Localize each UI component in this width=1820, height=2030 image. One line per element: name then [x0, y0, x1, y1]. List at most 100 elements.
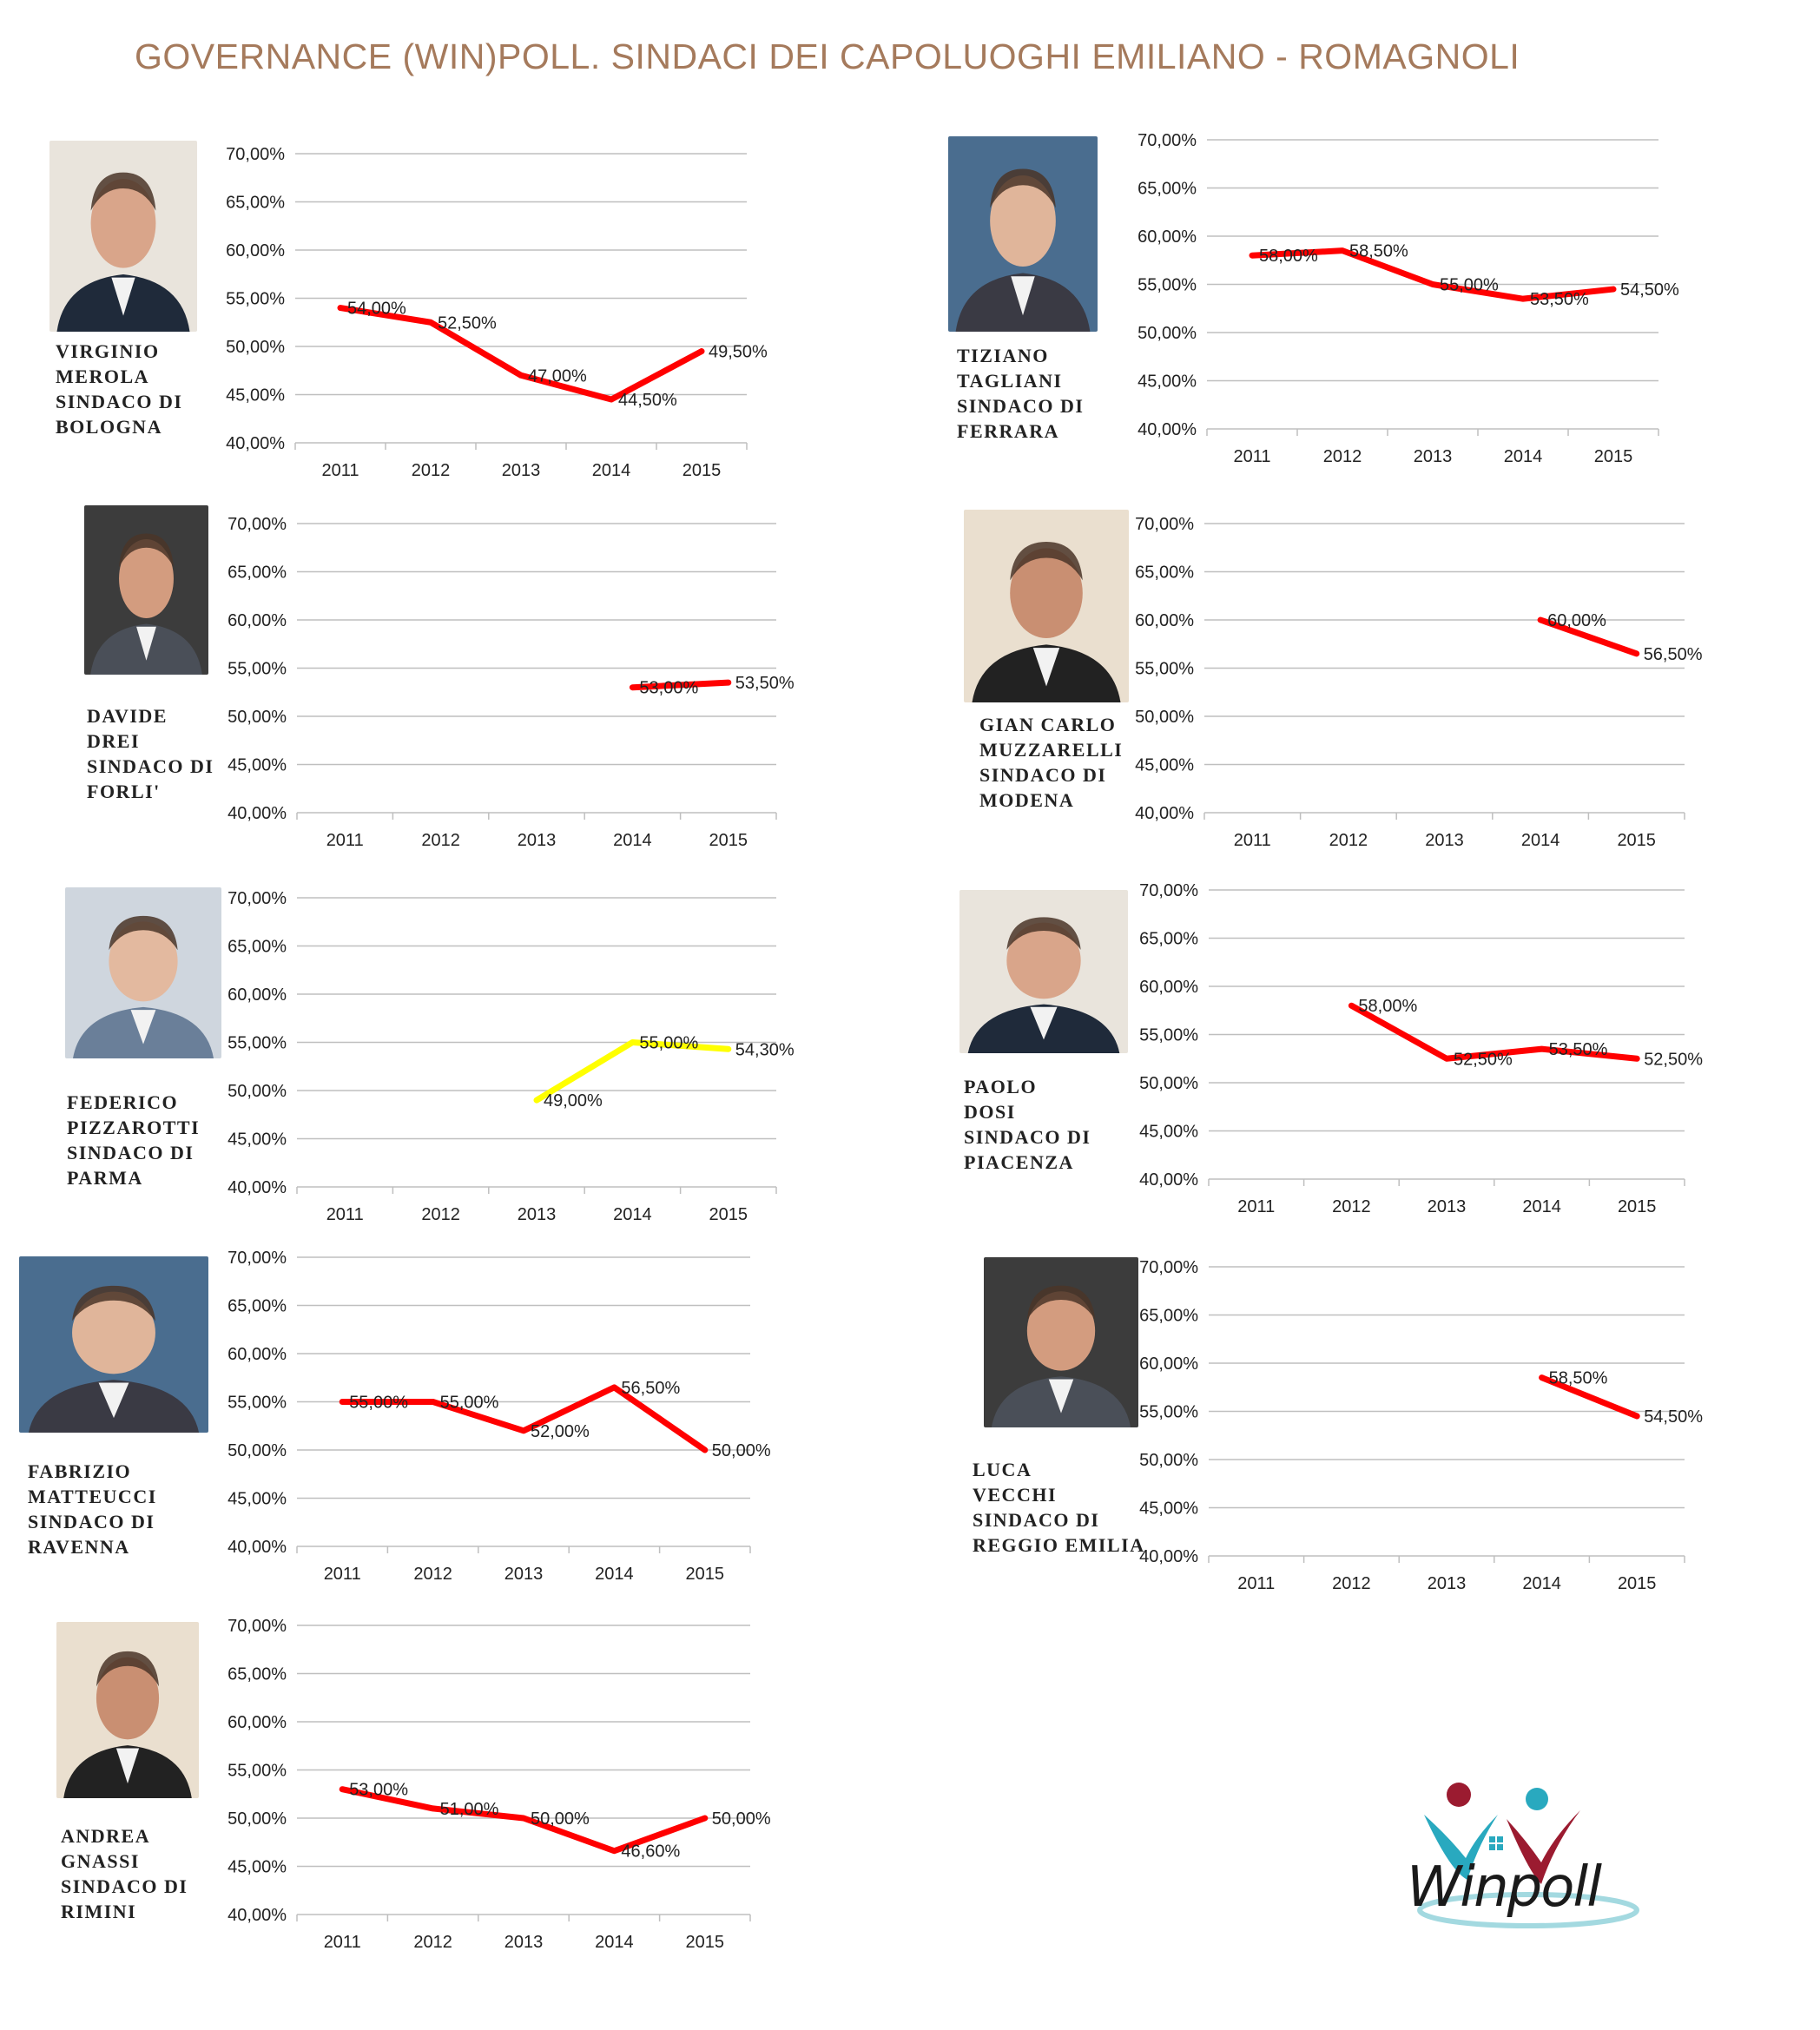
mayor-caption: FEDERICO PIZZAROTTI SINDACO DI PARMA — [67, 1090, 200, 1190]
series-line — [629, 679, 732, 691]
x-tick-label: 2015 — [682, 461, 722, 480]
data-label: 58,50% — [1349, 242, 1408, 261]
series-line — [339, 1786, 709, 1855]
mayor-caption-line: SINDACO DI — [67, 1142, 195, 1163]
line-chart-ferrara: 70,00% 65,00% 60,00% 55,00% 50,00% 45,00% 40,0… — [1138, 131, 1679, 466]
y-tick-label: 45,00% — [228, 1490, 287, 1509]
mayor-caption-line: SINDACO DI — [957, 395, 1085, 417]
data-label: 52,00% — [531, 1422, 590, 1441]
data-label: 50,00% — [531, 1809, 590, 1829]
data-label: 54,50% — [1644, 1407, 1703, 1427]
y-tick-label: 45,00% — [228, 756, 287, 775]
x-tick-label: 2013 — [504, 1933, 544, 1952]
y-tick-label: 70,00% — [228, 515, 287, 534]
x-tick-label: 2012 — [1332, 1197, 1371, 1216]
data-label: 53,50% — [1549, 1040, 1608, 1059]
series-line — [1348, 1002, 1640, 1062]
x-tick-label: 2014 — [1522, 1197, 1561, 1216]
mayor-caption-line: SINDACO DI — [61, 1875, 188, 1897]
line-chart-bologna: 70,00% 65,00% 60,00% 55,00% 50,00% 45,00% 40,0… — [226, 145, 768, 480]
mayor-photo — [19, 1256, 208, 1433]
y-tick-label: 70,00% — [1139, 881, 1198, 900]
series-line — [1249, 247, 1617, 302]
mayor-caption: FABRIZIO MATTEUCCI SINDACO DI RAVENNA — [28, 1459, 157, 1559]
mayor-caption-line: PIACENZA — [964, 1151, 1074, 1173]
mayor-photo — [964, 510, 1129, 702]
mayor-photo — [959, 890, 1128, 1053]
data-label: 55,00% — [1440, 276, 1499, 295]
x-tick-label: 2014 — [595, 1933, 634, 1952]
x-tick-label: 2012 — [413, 1565, 452, 1584]
x-tick-label: 2013 — [1414, 447, 1453, 466]
y-tick-label: 60,00% — [228, 1713, 287, 1732]
y-tick-label: 50,00% — [228, 1809, 287, 1829]
data-label: 49,50% — [709, 343, 768, 362]
data-label: 53,00% — [639, 679, 698, 698]
y-tick-label: 50,00% — [1138, 324, 1197, 343]
series-line — [533, 1039, 732, 1104]
y-tick-label: 45,00% — [1135, 756, 1194, 775]
x-tick-label: 2015 — [686, 1565, 725, 1584]
mayor-caption-line: SINDACO DI — [56, 391, 183, 412]
mayor-caption: VIRGINIO MEROLA SINDACO DI BOLOGNA — [56, 339, 182, 439]
data-label: 46,60% — [621, 1842, 680, 1862]
data-label: 50,00% — [712, 1441, 771, 1460]
y-tick-label: 40,00% — [1139, 1547, 1198, 1566]
mayor-caption-line: RIMINI — [61, 1901, 137, 1922]
mayor-photo — [984, 1257, 1138, 1427]
line-chart-forli: 70,00% 65,00% 60,00% 55,00% 50,00% 45,00% 40,0… — [228, 515, 795, 850]
x-tick-label: 2012 — [412, 461, 451, 480]
data-label: 60,00% — [1547, 611, 1606, 630]
x-tick-label: 2014 — [1521, 831, 1560, 850]
x-tick-label: 2015 — [686, 1933, 725, 1952]
mayor-caption-line: DOSI — [964, 1101, 1016, 1123]
y-tick-label: 50,00% — [1139, 1074, 1198, 1093]
mayor-caption: DAVIDE DREI SINDACO DI FORLI' — [87, 703, 214, 804]
series-line — [1537, 616, 1640, 657]
x-tick-label: 2014 — [592, 461, 631, 480]
y-tick-label: 65,00% — [1138, 180, 1197, 199]
y-tick-label: 70,00% — [226, 145, 285, 164]
mayor-caption-line: BOLOGNA — [56, 416, 162, 438]
y-tick-label: 40,00% — [228, 1906, 287, 1925]
x-tick-label: 2013 — [1428, 1574, 1467, 1593]
mayor-caption-line: GNASSI — [61, 1850, 140, 1872]
winpoll-logo: Winpoll — [1407, 1783, 1639, 1928]
mayor-caption-line: SINDACO DI — [973, 1509, 1100, 1531]
mayor-caption-line: REGGIO EMILIA — [973, 1534, 1145, 1556]
mayor-caption-line: SINDACO DI — [87, 755, 214, 777]
line-chart-parma: 70,00% 65,00% 60,00% 55,00% 50,00% 45,00% 40,0… — [228, 889, 795, 1224]
data-label: 49,00% — [544, 1091, 603, 1111]
y-tick-label: 70,00% — [228, 1617, 287, 1636]
y-tick-label: 70,00% — [1135, 515, 1194, 534]
x-tick-label: 2013 — [504, 1565, 544, 1584]
mayor-caption-line: ANDREA — [61, 1825, 151, 1847]
x-tick-label: 2011 — [324, 1565, 361, 1584]
y-tick-label: 65,00% — [1139, 930, 1198, 949]
x-tick-label: 2013 — [1428, 1197, 1467, 1216]
data-label: 50,00% — [712, 1809, 771, 1829]
mayor-caption-line: SINDACO DI — [28, 1511, 155, 1532]
mayor-caption-line: VIRGINIO — [56, 340, 160, 362]
x-tick-label: 2011 — [1237, 1574, 1275, 1593]
data-label: 58,00% — [1259, 247, 1318, 266]
x-tick-label: 2015 — [709, 831, 748, 850]
x-tick-label: 2011 — [1233, 447, 1270, 466]
data-label: 58,00% — [1358, 997, 1417, 1016]
data-label: 54,30% — [735, 1040, 795, 1059]
mayor-photo — [56, 1622, 199, 1798]
mayor-caption-line: RAVENNA — [28, 1536, 130, 1558]
y-tick-label: 55,00% — [1139, 1026, 1198, 1045]
x-tick-label: 2014 — [613, 831, 652, 850]
x-tick-label: 2013 — [502, 461, 541, 480]
y-tick-label: 65,00% — [228, 1297, 287, 1316]
mayor-caption-line: FEDERICO — [67, 1091, 179, 1113]
x-tick-label: 2014 — [613, 1205, 652, 1224]
x-tick-label: 2012 — [1329, 831, 1368, 850]
mayor-caption: TIZIANO TAGLIANI SINDACO DI FERRARA — [957, 343, 1084, 444]
x-tick-label: 2012 — [421, 831, 459, 850]
x-tick-label: 2012 — [1323, 447, 1362, 466]
x-tick-label: 2011 — [1237, 1197, 1275, 1216]
mayor-caption-line: TIZIANO — [957, 345, 1049, 366]
y-tick-label: 55,00% — [1139, 1403, 1198, 1422]
